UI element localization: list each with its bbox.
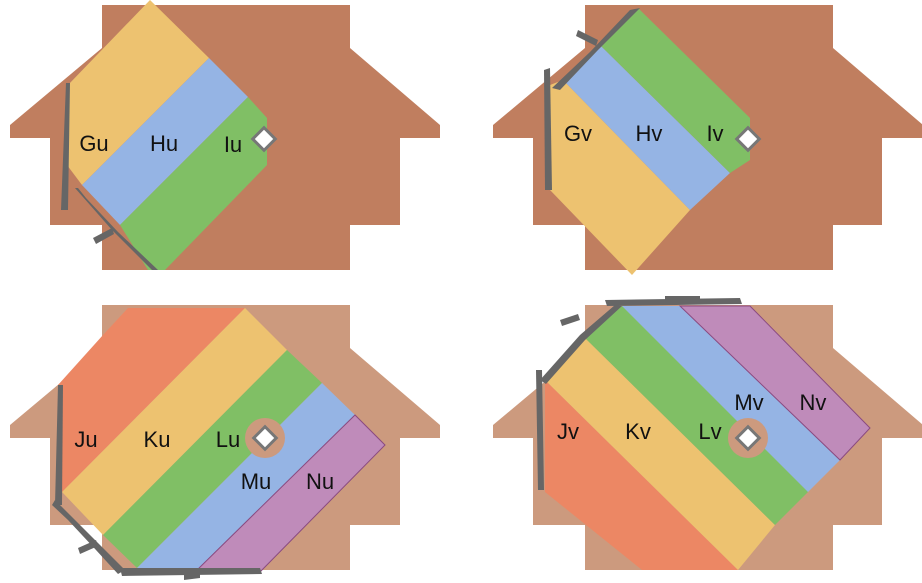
strip-m bbox=[622, 306, 840, 492]
fold-edge bbox=[540, 305, 622, 384]
strip-l bbox=[103, 350, 322, 568]
label-n: Nv bbox=[800, 390, 827, 415]
label-i: Iu bbox=[224, 132, 242, 157]
label-g: Gu bbox=[79, 131, 108, 156]
strip-h bbox=[82, 58, 248, 225]
fold-edge bbox=[544, 68, 552, 190]
strip-i bbox=[600, 8, 750, 173]
strip-i bbox=[120, 97, 267, 270]
hole-diamond bbox=[734, 424, 762, 452]
label-i: Iv bbox=[706, 121, 723, 146]
label-l: Lu bbox=[216, 427, 240, 452]
fold-edge bbox=[55, 385, 63, 505]
panel-bottom-right: Jv Kv Lv Mv Nv bbox=[493, 296, 922, 570]
label-j: Ju bbox=[74, 427, 97, 452]
hole-diamond bbox=[250, 125, 278, 153]
fold-edge bbox=[93, 228, 114, 244]
fold-edge bbox=[78, 540, 98, 554]
strip-g bbox=[67, 0, 209, 185]
label-n: Nu bbox=[306, 469, 334, 494]
fold-edge bbox=[75, 188, 158, 270]
label-k: Kv bbox=[625, 419, 651, 444]
fold-edge bbox=[665, 296, 700, 302]
strip-h bbox=[563, 45, 730, 210]
strip-j bbox=[58, 308, 245, 492]
panel-top-right: Gv Hv Iv bbox=[493, 5, 922, 275]
strip-k bbox=[545, 338, 775, 570]
hole-diamond bbox=[251, 424, 279, 452]
label-l: Lv bbox=[698, 419, 721, 444]
strip-m bbox=[137, 383, 355, 572]
label-h: Hv bbox=[636, 121, 663, 146]
strip-k bbox=[62, 308, 287, 535]
strip-n bbox=[678, 305, 871, 461]
label-h: Hu bbox=[150, 131, 178, 156]
panel-top-left: Gu Hu Iu bbox=[10, 0, 440, 270]
fold-edge bbox=[184, 570, 200, 580]
label-m: Mu bbox=[241, 469, 272, 494]
hole-diamond bbox=[734, 125, 762, 153]
fold-edge bbox=[61, 83, 70, 210]
panel-bottom-left: Ju Ku Lu Mu Nu bbox=[10, 305, 440, 580]
fold-edge bbox=[552, 8, 640, 90]
fold-edge bbox=[536, 370, 544, 490]
strip-g bbox=[550, 80, 690, 275]
fold-edge bbox=[560, 314, 580, 326]
label-j: Jv bbox=[557, 419, 579, 444]
fold-edge bbox=[52, 500, 125, 574]
strip-l bbox=[585, 306, 808, 525]
label-k: Ku bbox=[144, 427, 171, 452]
fold-edge bbox=[576, 30, 598, 46]
label-m: Mv bbox=[734, 390, 763, 415]
label-g: Gv bbox=[564, 121, 592, 146]
